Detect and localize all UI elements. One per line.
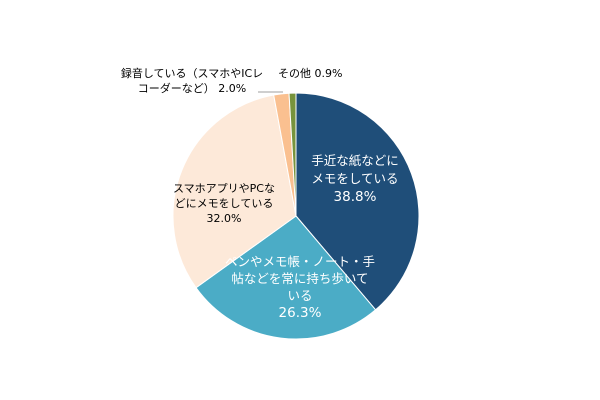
pie-slice-4: [288, 92, 297, 217]
slice-label-line: スマホアプリやPCな: [173, 182, 275, 195]
slice-value-label: 38.8%: [334, 189, 377, 205]
slice-label-line: 録音している（スマホやICレ: [121, 66, 263, 80]
pie-slice-0: [295, 92, 420, 311]
slice-label-line: どにメモをしている: [175, 197, 274, 210]
slice-label-line: ペンやメモ帳・ノート・手: [225, 254, 375, 269]
slice-label-line: その他 0.9%: [278, 67, 342, 80]
slice-value-label: 26.3%: [279, 305, 322, 321]
slice-label-line: 帖などを常に持ち歩いて: [231, 271, 368, 286]
slice-label-line: コーダーなど） 2.0%: [138, 81, 246, 95]
slice-label-line: 手近な紙などに: [311, 153, 399, 168]
slice-label-line: いる: [287, 288, 312, 303]
pie-slice-2: [172, 94, 297, 289]
pie-slice-1: [195, 215, 377, 340]
slice-label-4: その他 0.9%: [278, 67, 342, 80]
slice-label-line: メモをしている: [311, 171, 398, 186]
pie-slices: [172, 92, 420, 340]
slice-value-label: 32.0%: [207, 212, 242, 225]
